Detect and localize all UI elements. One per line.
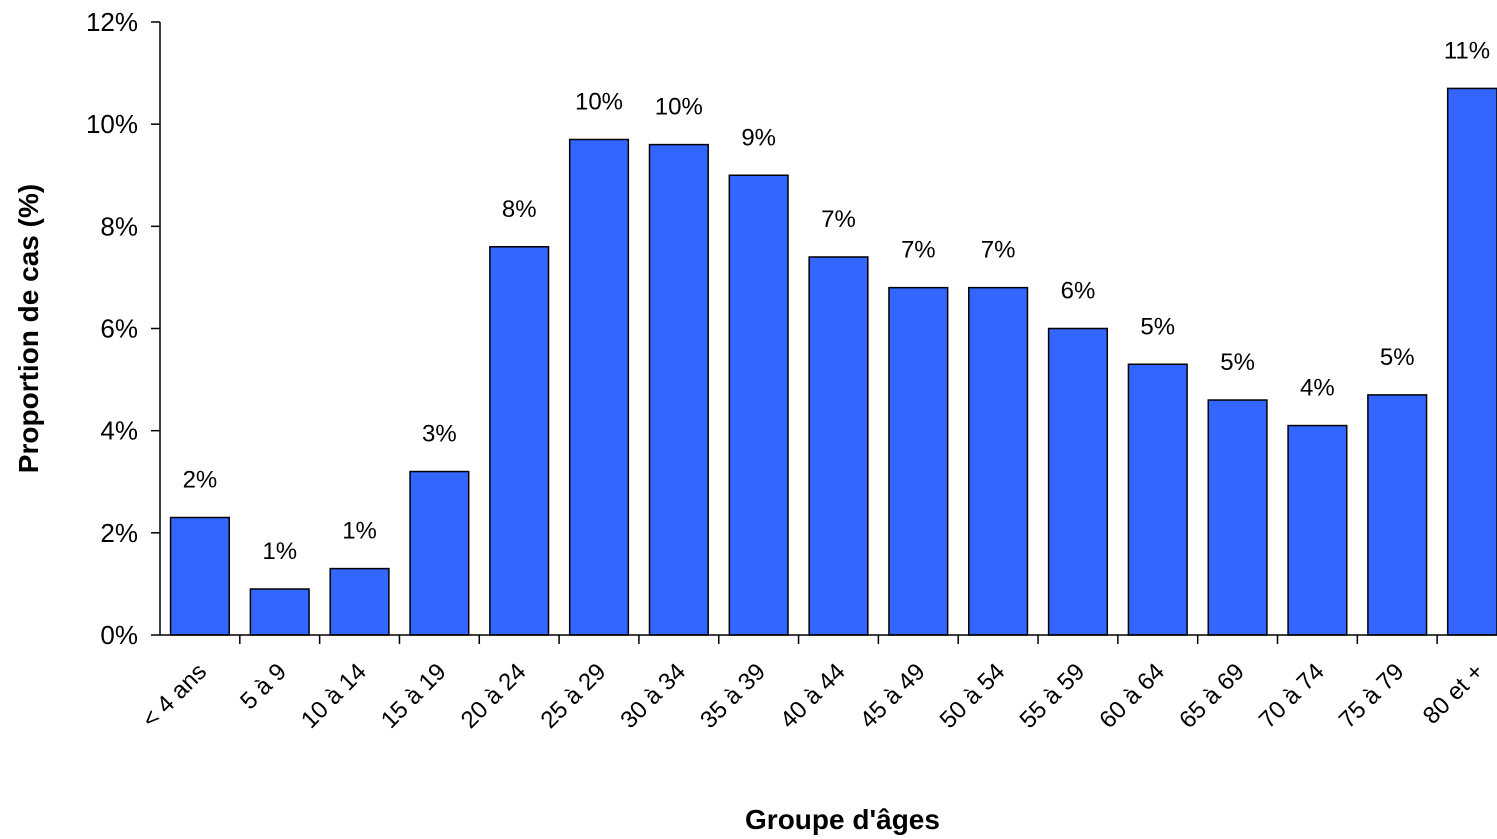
x-tick-label: 45 à 49: [855, 658, 931, 734]
y-tick-label: 10%: [86, 109, 138, 139]
y-tick-label: 0%: [100, 620, 138, 650]
x-tick-label: 5 à 9: [235, 658, 292, 715]
bar: [1207, 399, 1268, 636]
x-tick-label: 80 et +: [1418, 658, 1489, 729]
data-label: 7%: [981, 237, 1016, 264]
x-tick-label: < 4 ans: [137, 658, 212, 733]
x-tick-label: 10 à 14: [296, 658, 372, 734]
bar: [489, 246, 550, 636]
bar: [888, 286, 949, 636]
x-tick-label: 15 à 19: [376, 658, 452, 734]
y-axis-title: Proportion de cas (%): [13, 184, 44, 473]
bar: [568, 138, 630, 636]
x-tick-label: 65 à 69: [1174, 658, 1250, 734]
x-tick-label: 75 à 79: [1334, 658, 1410, 734]
x-tick-label: 20 à 24: [456, 658, 532, 734]
data-label: 5%: [1140, 313, 1175, 340]
x-tick-label: 70 à 74: [1254, 658, 1330, 734]
bar: [329, 567, 390, 636]
y-tick-label: 4%: [100, 416, 138, 446]
x-tick-label: 35 à 39: [695, 658, 771, 734]
x-tick-label: 25 à 29: [536, 658, 612, 734]
bar: [1446, 87, 1497, 636]
data-label: 3%: [422, 421, 457, 448]
data-label: 10%: [575, 88, 623, 115]
bar: [1127, 363, 1188, 636]
y-ticks-group: 0% 2% 4% 6% 8% 10% 12%: [86, 7, 160, 650]
data-label: 7%: [901, 237, 936, 264]
bar: [1047, 327, 1109, 636]
x-tick-label: 40 à 44: [775, 658, 851, 734]
x-ticks-group: < 4 ans 5 à 9 10 à 14 15 à 19 20 à 24 25 à 29…: [137, 635, 1489, 734]
data-label: 2%: [183, 467, 218, 494]
y-tick-label: 6%: [100, 314, 138, 344]
x-tick-label: 50 à 54: [935, 658, 1011, 734]
bar: [249, 588, 310, 636]
bar: [169, 516, 230, 636]
x-tick-label: 55 à 59: [1014, 658, 1090, 734]
data-label: 4%: [1300, 375, 1335, 402]
y-tick-label: 2%: [100, 518, 138, 548]
data-label: 11%: [1444, 37, 1490, 64]
data-labels-group: 2% 1% 1% 3% 8% 10% 10% 9% 7% 7% 7% 6% 5% 5% 4% 5% 11%: [183, 37, 1491, 565]
bar: [648, 143, 709, 636]
y-tick-label: 12%: [86, 7, 138, 37]
bar: [808, 256, 869, 636]
data-label: 10%: [655, 94, 703, 121]
x-tick-label: 30 à 34: [615, 658, 691, 734]
bar: [728, 174, 789, 636]
data-label: 8%: [502, 196, 537, 223]
bar: [409, 470, 470, 636]
data-label: 6%: [1061, 278, 1096, 305]
data-label: 7%: [821, 206, 856, 233]
data-label: 1%: [342, 518, 377, 545]
data-label: 1%: [262, 538, 297, 565]
bar: [1287, 424, 1348, 636]
bar: [1367, 394, 1428, 636]
data-label: 9%: [741, 124, 776, 151]
y-tick-label: 8%: [100, 211, 138, 241]
x-tick-label: 60 à 64: [1094, 658, 1170, 734]
data-label: 5%: [1380, 344, 1415, 371]
data-label: 5%: [1220, 349, 1255, 376]
x-axis-title: Groupe d'âges: [745, 804, 940, 835]
bars-group: [169, 87, 1497, 636]
bar: [968, 286, 1029, 636]
